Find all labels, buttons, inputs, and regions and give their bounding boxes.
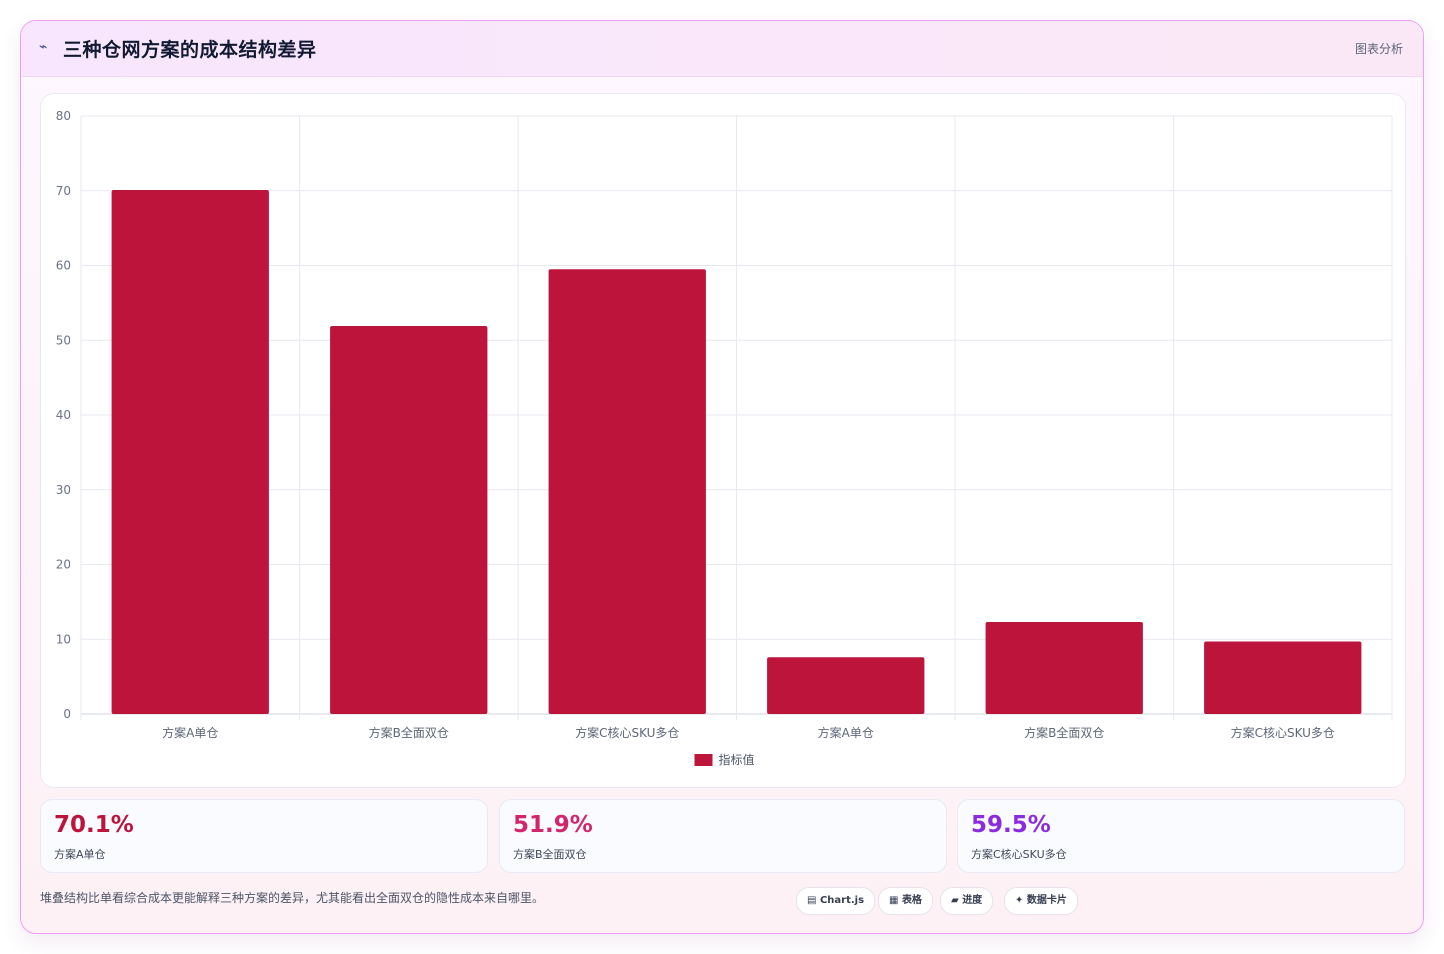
y-tick-label: 70 [56,184,71,198]
bar [548,269,706,714]
stat-card-plan-a: 70.1% 方案A单仓 [40,799,488,873]
chart-line-icon: ⌁ [39,39,48,55]
chip-chartjs[interactable]: ▤ Chart.js [796,887,876,915]
chip-label: 进度 [962,895,983,906]
y-tick-label: 50 [56,333,71,347]
bar [767,657,925,714]
bar [111,190,269,714]
x-tick-label: 方案A单仓 [818,725,874,740]
bar-chart: 0 10 20 30 40 50 60 70 80 方案A单仓 方案B全面双仓 方案C核心SKU多仓 方… [56,109,1393,767]
x-tick-label: 方案B全面双仓 [369,725,449,740]
x-tick-label: 方案B全面双仓 [1024,725,1104,740]
stat-card-plan-c: 59.5% 方案C核心SKU多仓 [957,799,1405,873]
progress-icon: ▰ [951,895,959,906]
stat-label: 方案B全面双仓 [513,848,587,861]
legend-swatch [694,754,713,766]
y-tick-label: 10 [56,632,71,646]
chip-label: 表格 [901,895,922,906]
sparkle-icon: ✦ [1015,895,1024,906]
card-header: ⌁ 三种仓网方案的成本结构差异 图表分析 [21,21,1423,77]
stat-label: 方案C核心SKU多仓 [971,848,1067,861]
stat-value: 51.9% [513,812,593,838]
x-tick-label: 方案A单仓 [162,725,218,740]
chip-table[interactable]: ▦ 表格 [878,887,933,915]
x-tick-label: 方案C核心SKU多仓 [1231,725,1335,740]
stat-value: 70.1% [54,812,134,838]
card-title: 三种仓网方案的成本结构差异 [63,39,317,61]
stat-label: 方案A单仓 [54,848,106,861]
y-tick-label: 30 [56,483,71,497]
grid-icon: ▦ [889,895,899,906]
chart-analysis-tag: 图表分析 [1354,42,1403,56]
chip-label: 数据卡片 [1026,895,1067,906]
chart-card: ⌁ 三种仓网方案的成本结构差异 图表分析 0 10 20 30 40 50 60 70 80 方案… [20,20,1424,934]
y-tick-label: 80 [56,109,71,123]
y-tick-label: 40 [56,408,71,422]
stat-card-plan-b: 51.9% 方案B全面双仓 [499,799,947,873]
y-tick-label: 0 [63,707,71,721]
legend-label: 指标值 [719,752,755,767]
bar [985,622,1143,714]
chip-data-card[interactable]: ✦ 数据卡片 [1004,887,1078,915]
stat-value: 59.5% [971,812,1051,838]
y-tick-label: 20 [56,558,71,572]
chart-panel: 0 10 20 30 40 50 60 70 80 方案A单仓 方案B全面双仓 方案C核心SKU多仓 方… [40,93,1406,788]
bar [1204,641,1362,714]
chip-label: Chart.js [819,895,865,906]
y-tick-label: 60 [56,259,71,273]
bar [330,326,488,714]
table-icon: ▤ [807,895,817,906]
x-tick-label: 方案C核心SKU多仓 [575,725,679,740]
chip-progress[interactable]: ▰ 进度 [940,887,994,915]
footnote: 堆叠结构比单看综合成本更能解释三种方案的差异，尤其能看出全面双仓的隐性成本来自哪… [40,891,545,905]
